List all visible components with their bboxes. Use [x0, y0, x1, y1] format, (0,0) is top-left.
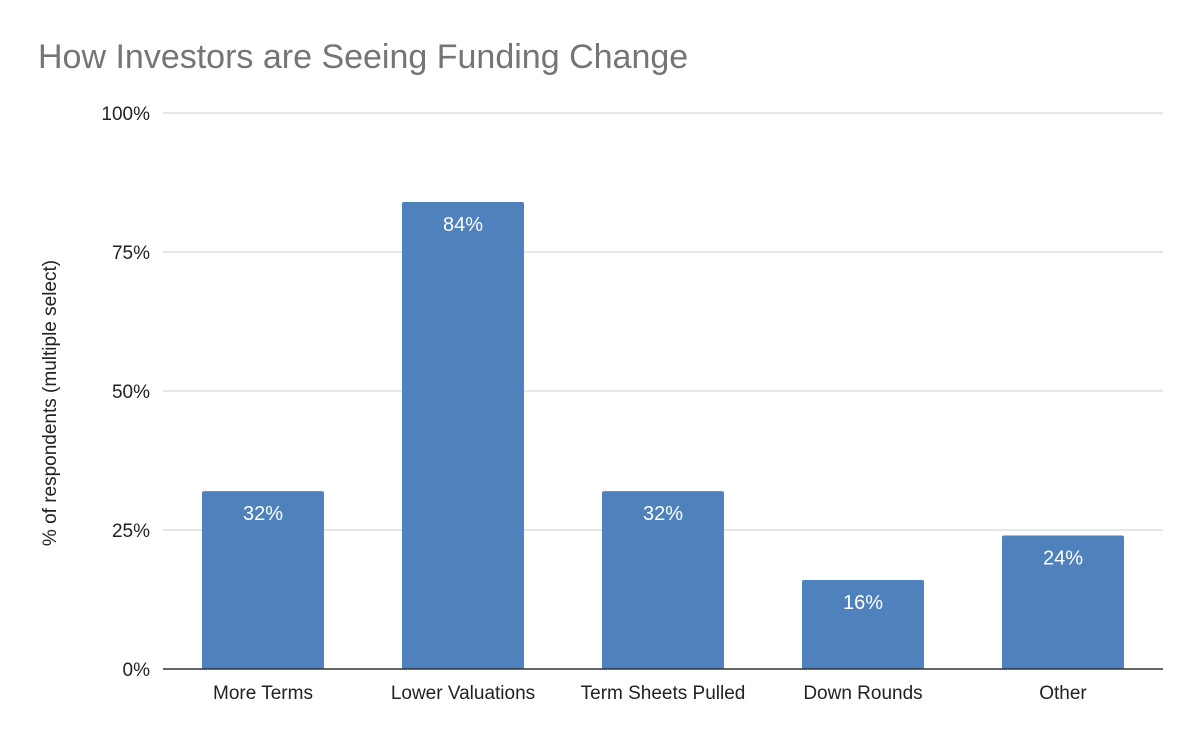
- bars: [202, 201, 1124, 669]
- bar-other: [1002, 535, 1124, 669]
- bar-value-label: 16%: [843, 592, 883, 614]
- y-tick-label: 25%: [112, 521, 150, 542]
- bar-term-sheets-pulled: [602, 491, 724, 669]
- gridlines: [163, 112, 1163, 531]
- y-tick-label: 50%: [112, 382, 150, 403]
- x-tick-label: Term Sheets Pulled: [581, 683, 746, 704]
- data-labels: 32% 84% 32% 16% 24%: [243, 214, 1083, 614]
- x-tick-label: Lower Valuations: [391, 683, 535, 704]
- bar-value-label: 32%: [643, 503, 683, 525]
- bar-more-terms: [202, 491, 324, 669]
- x-axis-ticks: More Terms Lower Valuations Term Sheets Pu…: [213, 683, 1087, 704]
- x-tick-label: More Terms: [213, 683, 313, 704]
- y-tick-label: 75%: [112, 243, 150, 264]
- x-tick-label: Other: [1039, 683, 1087, 704]
- bar-value-label: 84%: [443, 214, 483, 236]
- y-tick-label: 100%: [101, 104, 150, 125]
- y-axis-title: % of respondents (multiple select): [40, 260, 61, 546]
- bar-lower-valuations: [402, 201, 524, 669]
- x-tick-label: Down Rounds: [803, 683, 922, 704]
- y-axis-ticks: 0% 25% 50% 75% 100%: [101, 104, 150, 681]
- chart-title: How Investors are Seeing Funding Change: [38, 38, 688, 76]
- bar-value-label: 32%: [243, 503, 283, 525]
- bar-down-rounds: [802, 580, 924, 669]
- y-tick-label: 0%: [123, 660, 151, 681]
- bar-value-label: 24%: [1043, 548, 1083, 570]
